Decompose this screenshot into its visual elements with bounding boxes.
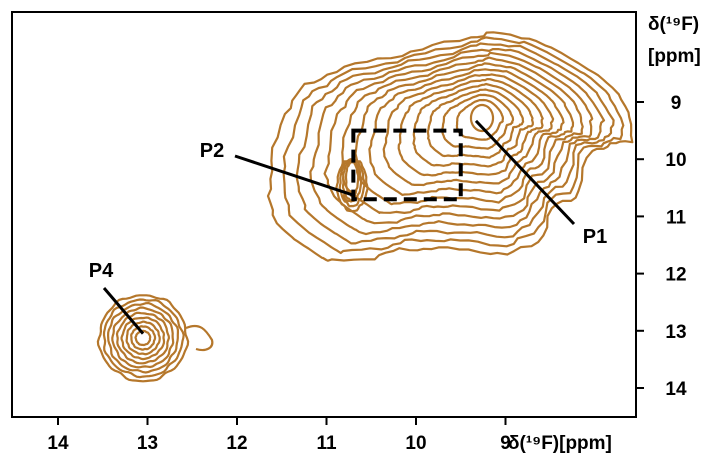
- y-tick-label: 12: [665, 265, 686, 286]
- contour-line: [323, 51, 594, 225]
- x-tick-label: 9: [500, 433, 511, 454]
- y-axis-ticks: 9 10 11 12 13 14: [636, 93, 687, 400]
- y-tick-label: 11: [666, 207, 687, 228]
- contour-line: [382, 73, 555, 187]
- y-axis-title-line1: δ(¹⁹F): [648, 14, 699, 35]
- contour-line: [134, 329, 152, 347]
- peak-leader-line: [234, 154, 354, 197]
- contour-line: [469, 103, 495, 133]
- contour-line: [309, 48, 606, 236]
- contour-line: [354, 62, 575, 206]
- x-tick-label: 13: [137, 433, 158, 454]
- peak-label: P1: [583, 226, 607, 248]
- contour-line: [266, 31, 634, 262]
- x-tick-label: 10: [405, 433, 426, 454]
- contour-line: [441, 93, 515, 150]
- peak-label: P4: [89, 260, 114, 282]
- y-tick-label: 14: [665, 379, 687, 400]
- x-tick-label: 14: [47, 433, 69, 454]
- plot-frame: [11, 11, 637, 418]
- x-axis-ticks: 14 13 12 11 10 9: [47, 417, 511, 454]
- contour-line: [339, 56, 584, 214]
- contour-line: [185, 324, 214, 352]
- peak-label: P2: [200, 140, 224, 162]
- peak-leader-line: [474, 119, 576, 226]
- x-tick-label: 12: [226, 433, 247, 454]
- y-tick-label: 9: [671, 93, 682, 114]
- contour-line: [397, 78, 544, 177]
- contour-line: [130, 325, 157, 351]
- contour-group: [96, 31, 634, 383]
- y-tick-label: 13: [665, 322, 686, 343]
- y-tick-label: 10: [665, 150, 686, 171]
- contour-line: [455, 98, 504, 141]
- contour-line: [102, 298, 185, 379]
- contour-line: [120, 316, 166, 361]
- contour-line: [295, 42, 615, 245]
- contour-line: [338, 158, 366, 208]
- contour-line: [426, 88, 525, 159]
- contour-line: [111, 306, 175, 369]
- contour-line: [412, 82, 534, 168]
- y-axis-title-line2: [ppm]: [648, 46, 701, 67]
- contour-line: [106, 301, 179, 374]
- contour-line: [96, 294, 190, 383]
- contour-line: [335, 158, 369, 213]
- x-axis-title: δ(¹⁹F)[ppm]: [508, 433, 612, 454]
- x-tick-label: 11: [316, 433, 337, 454]
- peak-leader-line: [102, 287, 145, 335]
- highlight-box: [351, 128, 463, 202]
- contour-line: [282, 36, 625, 255]
- contour-line: [125, 320, 161, 356]
- peak-annotations: P1 P2 P4: [89, 119, 607, 335]
- contour-line: [115, 311, 171, 365]
- contour-line: [368, 68, 565, 196]
